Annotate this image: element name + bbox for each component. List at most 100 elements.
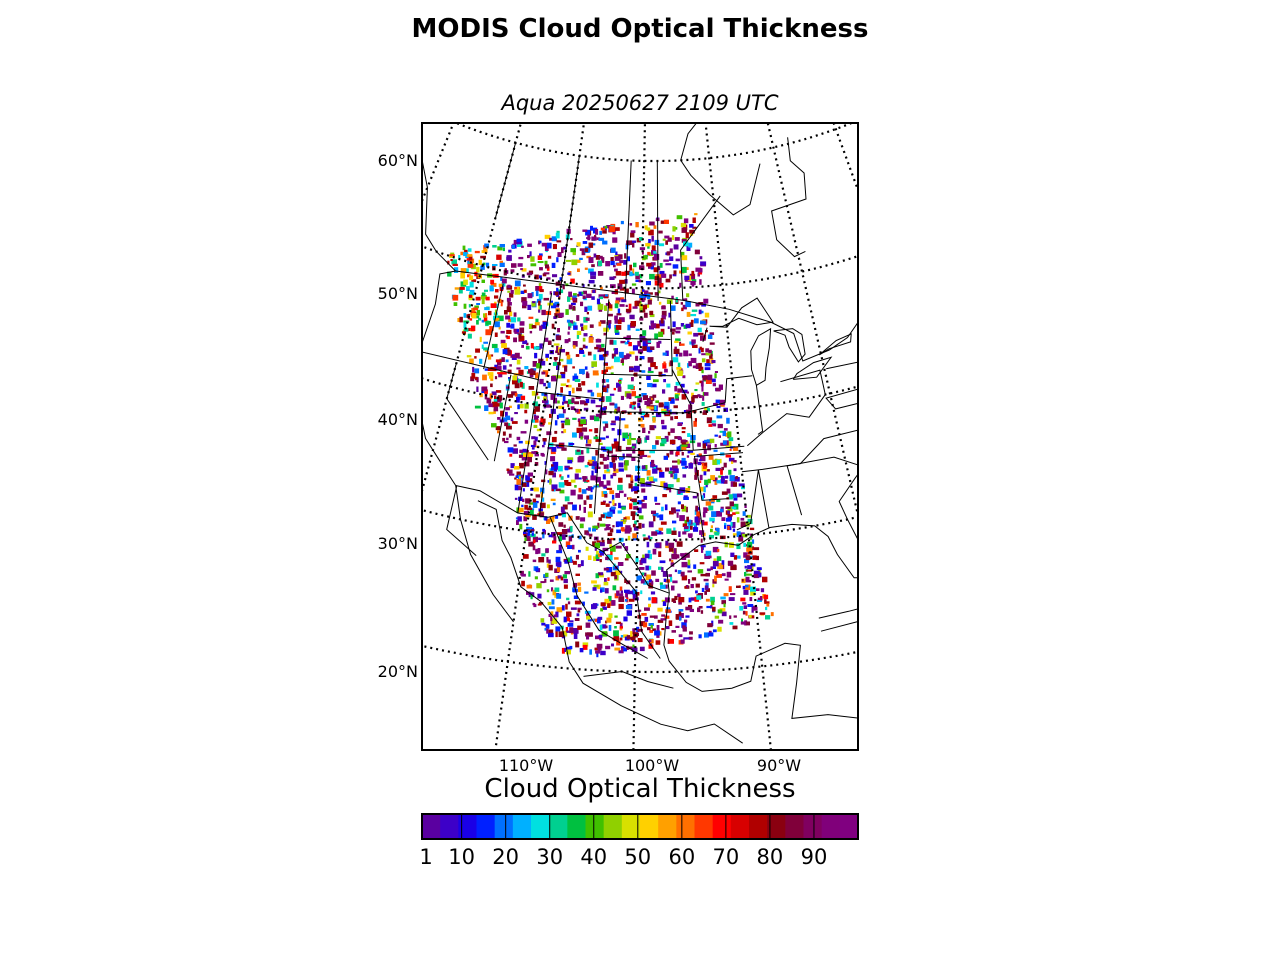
boundary-line [755, 385, 764, 435]
meridian-line [832, 123, 858, 194]
colorbar-segment [440, 814, 459, 839]
coastline [818, 333, 852, 356]
coastline [477, 500, 743, 744]
boundary-line [559, 155, 580, 295]
longitude-label: 100°W [624, 756, 680, 775]
colorbar [421, 813, 859, 840]
coastline-outlines [422, 123, 858, 744]
latitude-label: 60°N [377, 151, 418, 170]
latitude-label: 50°N [377, 284, 418, 303]
colorbar-segment [512, 814, 532, 839]
map-subtitle: Aqua 20250627 2109 UTC [501, 91, 779, 115]
colorbar-segment [476, 814, 496, 839]
colorbar-segment [640, 814, 659, 839]
coastline [663, 593, 858, 719]
boundary-line [826, 361, 858, 370]
colorbar-segment [567, 814, 587, 839]
boundary-line [593, 299, 610, 514]
colorbar-segment [585, 814, 605, 839]
parallel-line [453, 123, 855, 163]
colorbar-tick-label: 90 [800, 845, 828, 869]
colorbar-segment [785, 814, 805, 839]
colorbar-tick-label: 70 [712, 845, 740, 869]
boundary-line [549, 517, 648, 659]
boundary-line [696, 492, 705, 542]
colorbar-segment [549, 814, 568, 839]
colorbar-segment [839, 814, 859, 839]
colorbar-tick-label: 1 [419, 845, 433, 869]
colorbar-segment [676, 814, 696, 839]
latitude-label: 30°N [377, 534, 418, 553]
colorbar-title: Cloud Optical Thickness [484, 774, 796, 804]
colorbar-tick-label: 60 [668, 845, 696, 869]
boundary-line [446, 485, 477, 556]
coastline [455, 485, 670, 594]
boundary-line [539, 344, 562, 517]
boundary-line [746, 369, 826, 447]
colorbar-segment [658, 814, 677, 839]
boundary-line [422, 351, 603, 400]
boundary-line [786, 456, 858, 516]
coastline [455, 270, 858, 362]
colorbar-tick-label: 20 [492, 845, 520, 869]
colorbar-tick-label: 80 [756, 845, 784, 869]
boundary-line [680, 195, 721, 301]
colorbar-segment [767, 814, 786, 839]
longitude-label: 110°W [498, 756, 554, 775]
colorbar-segment [531, 814, 550, 839]
boundary-line [618, 412, 745, 451]
boundary-line [724, 375, 753, 403]
coastline [818, 608, 858, 632]
colorbar-segment [422, 814, 441, 839]
boundary-line [656, 160, 659, 301]
colorbar-segment [694, 814, 714, 839]
colorbar-segment [603, 814, 623, 839]
colorbar-tick-label: 10 [448, 845, 475, 869]
colorbar-segment [803, 814, 823, 839]
boundary-line [602, 551, 661, 659]
meridian-line [766, 123, 858, 521]
coastline [709, 297, 774, 328]
coastline [750, 327, 772, 386]
colorbar-tick-label: 40 [580, 845, 608, 869]
boundary-line [493, 374, 512, 462]
coastline [792, 356, 833, 380]
boundary-line [671, 369, 694, 451]
coastline [422, 156, 457, 345]
coastline [666, 473, 858, 594]
boundary-line [736, 469, 770, 531]
map-frame [421, 122, 859, 751]
cloud-swath [447, 213, 774, 658]
colorbar-tick-label: 30 [536, 845, 564, 869]
boundary-line [702, 327, 708, 342]
boundary-line [548, 443, 698, 494]
boundary-line [583, 670, 674, 689]
parallel-line [422, 377, 858, 415]
coastline [773, 328, 806, 363]
boundary-line [606, 337, 671, 340]
colorbar-segment [749, 814, 768, 839]
colorbar-segment [494, 814, 514, 839]
graticule [422, 123, 858, 750]
latitude-label: 40°N [377, 410, 418, 429]
latitude-label: 20°N [377, 662, 418, 681]
colorbar-segment [730, 814, 750, 839]
boundary-line [669, 300, 673, 376]
colorbar-segment [458, 814, 478, 839]
longitude-label: 90°W [756, 756, 802, 775]
boundary-line [446, 362, 489, 461]
boundary-line [603, 373, 673, 377]
boundary-line [624, 160, 632, 301]
colorbar-segment [712, 814, 732, 839]
coastline [680, 123, 761, 216]
main-title: MODIS Cloud Optical Thickness [411, 14, 869, 44]
boundary-line [825, 388, 858, 410]
coastline [422, 418, 514, 623]
colorbar-segment [821, 814, 841, 839]
colorbar-tick-label: 50 [624, 845, 652, 869]
coastline [771, 137, 807, 258]
colorbar-segment [621, 814, 641, 839]
boundary-line [693, 452, 744, 501]
map-area [422, 123, 858, 750]
